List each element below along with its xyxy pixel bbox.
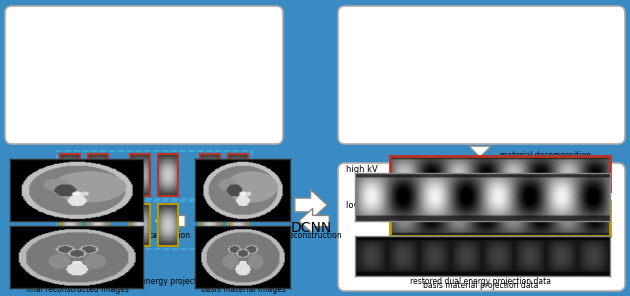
FancyBboxPatch shape	[338, 163, 625, 291]
FancyBboxPatch shape	[338, 6, 625, 144]
Text: calculation: calculation	[149, 231, 191, 240]
Text: basis material images: basis material images	[200, 284, 285, 294]
FancyArrowPatch shape	[299, 208, 329, 234]
FancyArrowPatch shape	[295, 190, 327, 220]
FancyArrowPatch shape	[469, 146, 491, 157]
Text: final reconstructed images: final reconstructed images	[26, 284, 129, 294]
Text: high kV: high kV	[346, 165, 378, 175]
Text: material decomposition: material decomposition	[500, 150, 591, 160]
FancyArrowPatch shape	[155, 208, 185, 234]
Text: low kV: low kV	[17, 200, 45, 210]
Text: DCNN: DCNN	[290, 221, 331, 235]
Text: high kV: high kV	[17, 165, 49, 175]
Text: basis material projection data: basis material projection data	[423, 281, 539, 290]
FancyBboxPatch shape	[5, 6, 283, 144]
Text: reconstruction: reconstruction	[286, 231, 342, 240]
Text: low kV: low kV	[346, 200, 374, 210]
Text: sampled sparse dual energy projection data: sampled sparse dual energy projection da…	[59, 278, 229, 287]
Text: restored dual energy projection data: restored dual energy projection data	[411, 278, 551, 287]
